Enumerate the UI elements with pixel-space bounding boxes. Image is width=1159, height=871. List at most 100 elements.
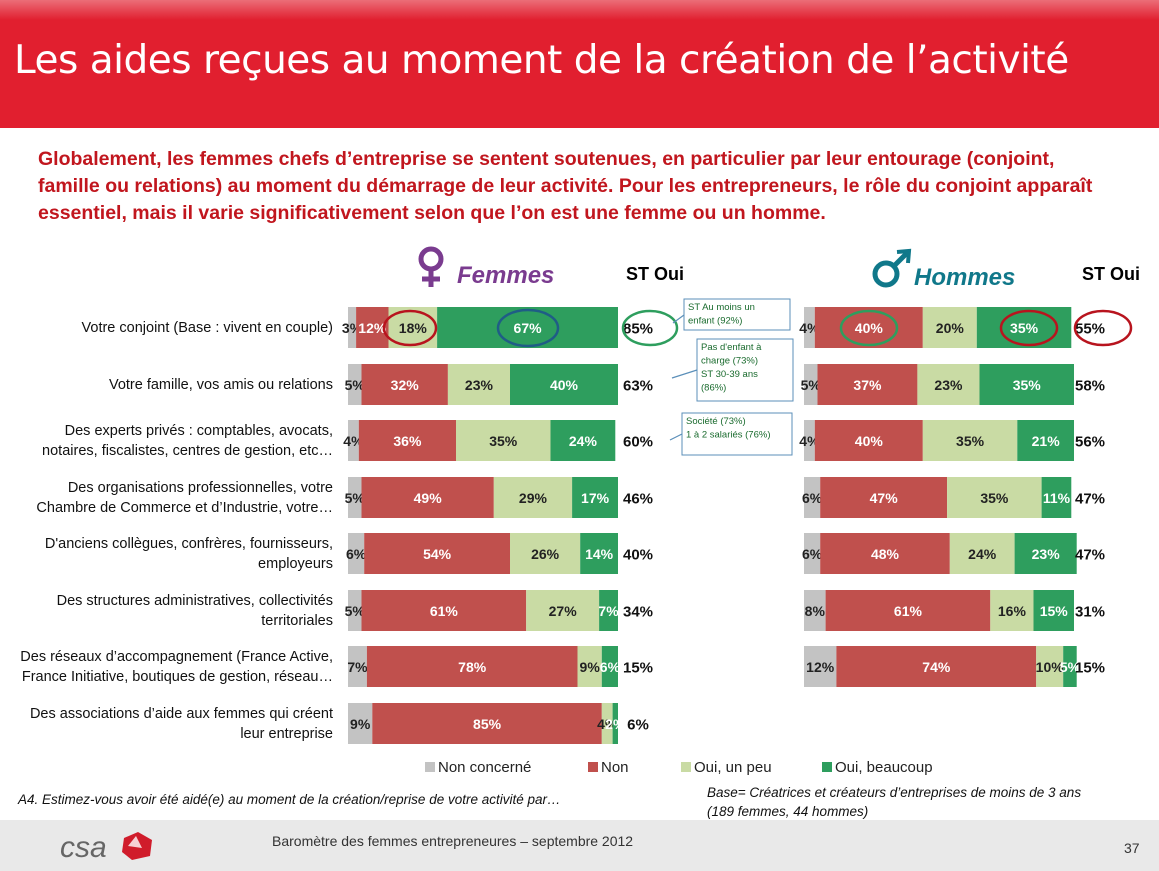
legend-swatch-oui-un-peu	[681, 762, 691, 772]
category-label: D'anciens collègues, confrères, fourniss…	[0, 534, 333, 574]
st-oui-value: 6%	[627, 717, 649, 734]
base-line-1: Base= Créatrices et créateurs d’entrepri…	[707, 785, 1082, 800]
category-label-line: Des réseaux d’accompagnement (France Act…	[20, 648, 333, 665]
csa-logo-text: csa	[60, 831, 107, 864]
bar-non	[817, 364, 918, 405]
annotation-text: (86%)	[701, 383, 726, 394]
annotation-text: Pas d'enfant à	[701, 342, 762, 353]
category-label-line: leur entreprise	[240, 725, 333, 742]
highlight-ellipse	[621, 309, 679, 347]
category-label-line: Votre famille, vos amis ou relations	[108, 376, 333, 393]
bar-oui-un-peu	[1036, 646, 1064, 687]
data-label-oui-beaucoup: 67%	[514, 320, 543, 336]
data-label-oui-beaucoup: 2%	[605, 716, 626, 732]
bar-non-concerne	[348, 364, 362, 405]
data-label-oui-un-peu: 16%	[998, 603, 1027, 619]
bar-non	[814, 420, 923, 461]
st-oui-value: 58%	[1075, 378, 1105, 395]
st-oui-header-hommes: ST Oui	[1082, 264, 1140, 284]
category-label-line: Des associations d’aide aux femmes qui c…	[29, 705, 333, 722]
highlight-ellipse	[382, 309, 438, 347]
footer-bar	[0, 820, 1159, 871]
annotation-connector	[669, 433, 683, 441]
data-label-non-concerne: 6%	[802, 546, 823, 562]
data-label-non-concerne: 7%	[347, 659, 368, 675]
data-label-oui-un-peu: 9%	[580, 659, 601, 675]
bar-non	[366, 646, 578, 687]
bar-oui-beaucoup	[976, 307, 1072, 348]
data-label-oui-beaucoup: 14%	[585, 546, 614, 562]
data-label-oui-beaucoup: 11%	[1043, 490, 1071, 506]
panel-title-hommes: Hommes	[914, 264, 1016, 291]
bar-oui-beaucoup	[599, 590, 618, 631]
category-label-line: employeurs	[258, 555, 333, 572]
data-label-oui-beaucoup: 7%	[598, 603, 619, 619]
bar-non-concerne	[348, 703, 373, 744]
data-label-oui-un-peu: 24%	[968, 546, 997, 562]
bar-oui-beaucoup	[1041, 477, 1072, 518]
data-label-oui-un-peu: 29%	[519, 490, 548, 506]
category-label: Votre conjoint (Base : vivent en couple)	[0, 318, 333, 338]
page-number: 37	[1124, 840, 1140, 856]
bar-oui-un-peu	[493, 477, 573, 518]
bar-oui-beaucoup	[550, 420, 616, 461]
data-label-non: 85%	[473, 716, 502, 732]
csa-logo-highlight	[128, 836, 142, 848]
st-oui-value: 40%	[623, 547, 653, 564]
legend-swatch-non	[588, 762, 598, 772]
data-label-non-concerne: 5%	[345, 377, 366, 393]
data-label-oui-beaucoup: 35%	[1013, 377, 1042, 393]
legend-label: Oui, un peu	[694, 759, 772, 776]
annotation-connector	[671, 369, 698, 379]
category-label-line: notaires, fiscalistes, centres de gestio…	[42, 442, 333, 459]
bar-oui-beaucoup	[1033, 590, 1074, 631]
st-oui-value: 34%	[623, 604, 653, 621]
bar-non-concerne	[348, 307, 357, 348]
data-label-oui-beaucoup: 21%	[1032, 433, 1061, 449]
legend-swatch-oui-beaucoup	[822, 762, 832, 772]
bar-oui-un-peu	[917, 364, 980, 405]
male-symbol-icon	[872, 248, 912, 288]
data-label-non: 54%	[423, 546, 452, 562]
category-label-line: France Initiative, boutiques de gestion,…	[21, 668, 333, 685]
data-label-non-concerne: 6%	[346, 546, 367, 562]
bar-oui-un-peu	[922, 307, 977, 348]
bar-oui-beaucoup	[572, 477, 618, 518]
bar-non-concerne	[348, 420, 359, 461]
title-bar	[0, 0, 1159, 128]
data-label-oui-beaucoup: 24%	[569, 433, 598, 449]
data-label-non: 40%	[855, 433, 884, 449]
st-oui-value: 46%	[623, 491, 653, 508]
bar-non	[825, 590, 991, 631]
legend-non: Non	[588, 759, 629, 776]
category-label: Des experts privés : comptables, avocats…	[0, 421, 333, 461]
data-label-oui-un-peu: 23%	[934, 377, 963, 393]
annotation-connector	[672, 314, 685, 324]
question-text: A4. Estimez-vous avoir été aidé(e) au mo…	[18, 792, 561, 807]
annotation-text: ST 30-39 ans	[701, 369, 758, 380]
st-oui-value: 15%	[623, 660, 653, 677]
data-label-non: 61%	[894, 603, 923, 619]
st-oui-value: 15%	[1075, 660, 1105, 677]
bar-oui-un-peu	[577, 646, 602, 687]
st-oui-header-femmes: ST Oui	[626, 264, 684, 284]
data-label-non: 78%	[458, 659, 487, 675]
data-label-non: 47%	[870, 490, 899, 506]
bar-non-concerne	[348, 590, 362, 631]
legend-swatch-non-concerne	[425, 762, 435, 772]
legend-label: Non	[601, 759, 629, 776]
st-oui-value: 60%	[623, 434, 653, 451]
data-label-non-concerne: 8%	[805, 603, 826, 619]
st-oui-value: 85%	[623, 321, 653, 338]
data-label-oui-un-peu: 35%	[980, 490, 1009, 506]
data-label-non-concerne: 5%	[345, 490, 366, 506]
data-label-non: 36%	[393, 433, 422, 449]
category-label-line: Des organisations professionnelles, votr…	[67, 479, 333, 496]
category-label-line: Votre conjoint (Base : vivent en couple)	[81, 319, 333, 336]
data-label-oui-un-peu: 27%	[549, 603, 578, 619]
bar-oui-beaucoup	[1014, 533, 1077, 574]
bar-oui-un-peu	[447, 364, 510, 405]
csa-logo: csa	[60, 831, 152, 864]
bar-non	[814, 307, 923, 348]
category-label-line: Chambre de Commerce et d’Industrie, votr…	[36, 499, 333, 516]
